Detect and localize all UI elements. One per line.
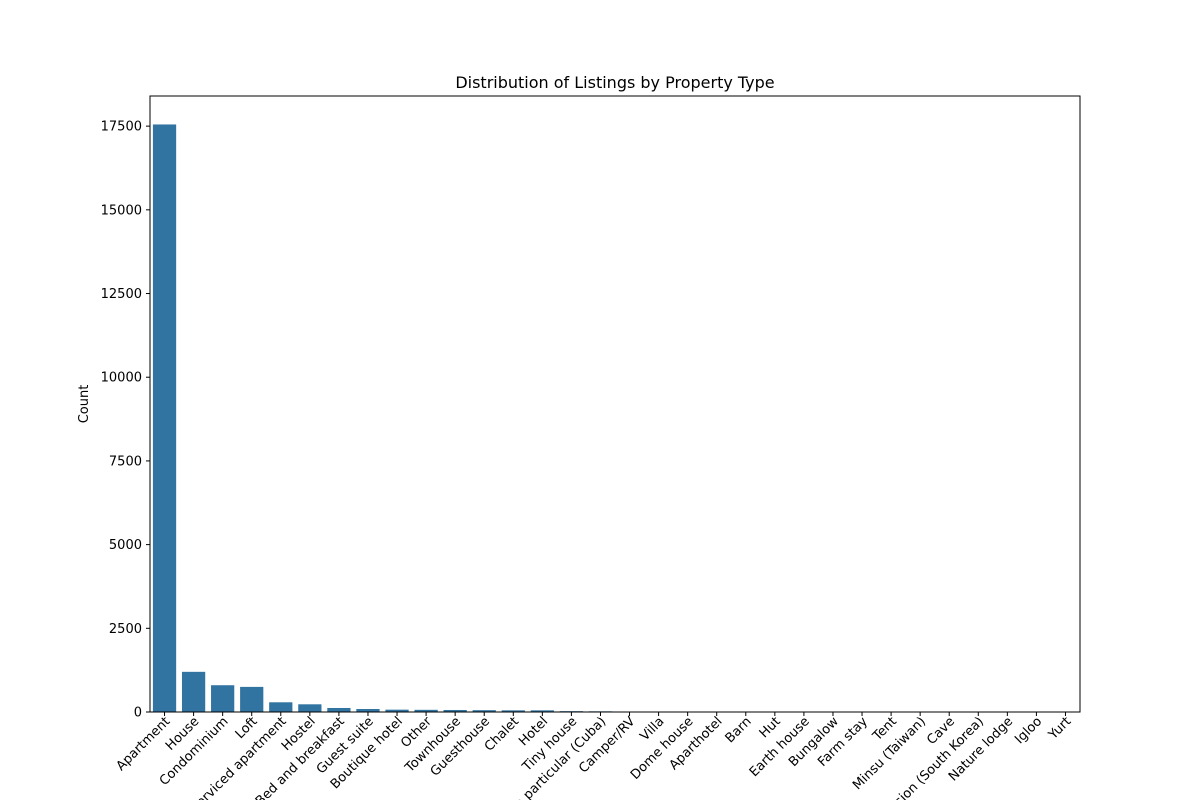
bar-2: [211, 685, 235, 712]
bar-10: [443, 709, 467, 712]
y-tick-label: 15000: [101, 203, 142, 218]
y-tick-label: 10000: [101, 371, 142, 386]
bars-group: [152, 124, 1078, 712]
x-tick-label: Barn: [723, 714, 755, 746]
y-axis-ticks: 0 2500 5000 7500 10000 12500 15000 17500: [101, 120, 150, 721]
x-tick-label: Igloo: [1012, 714, 1045, 747]
y-axis-label: Count: [77, 385, 92, 424]
bar-6: [327, 707, 351, 712]
bar-1: [181, 671, 206, 712]
bar-13: [530, 710, 554, 712]
bar-3: [240, 686, 264, 712]
bar-11: [472, 710, 496, 712]
chart-title: Distribution of Listings by Property Typ…: [455, 73, 774, 92]
y-tick-label: 0: [134, 706, 142, 721]
bar-12: [501, 710, 525, 712]
bar-8: [385, 709, 409, 712]
bar-9: [414, 709, 438, 712]
bar-7: [356, 708, 380, 712]
y-tick-label: 17500: [101, 120, 142, 135]
bar-0: [152, 124, 177, 712]
plot-frame: [149, 95, 1081, 713]
y-tick-label: 5000: [109, 538, 142, 553]
bar-4: [269, 702, 293, 712]
y-tick-label: 2500: [109, 622, 142, 637]
bar-5: [298, 704, 322, 712]
y-tick-label: 7500: [109, 454, 142, 469]
y-tick-label: 12500: [101, 287, 142, 302]
x-tick-label: Yurt: [1045, 714, 1074, 743]
